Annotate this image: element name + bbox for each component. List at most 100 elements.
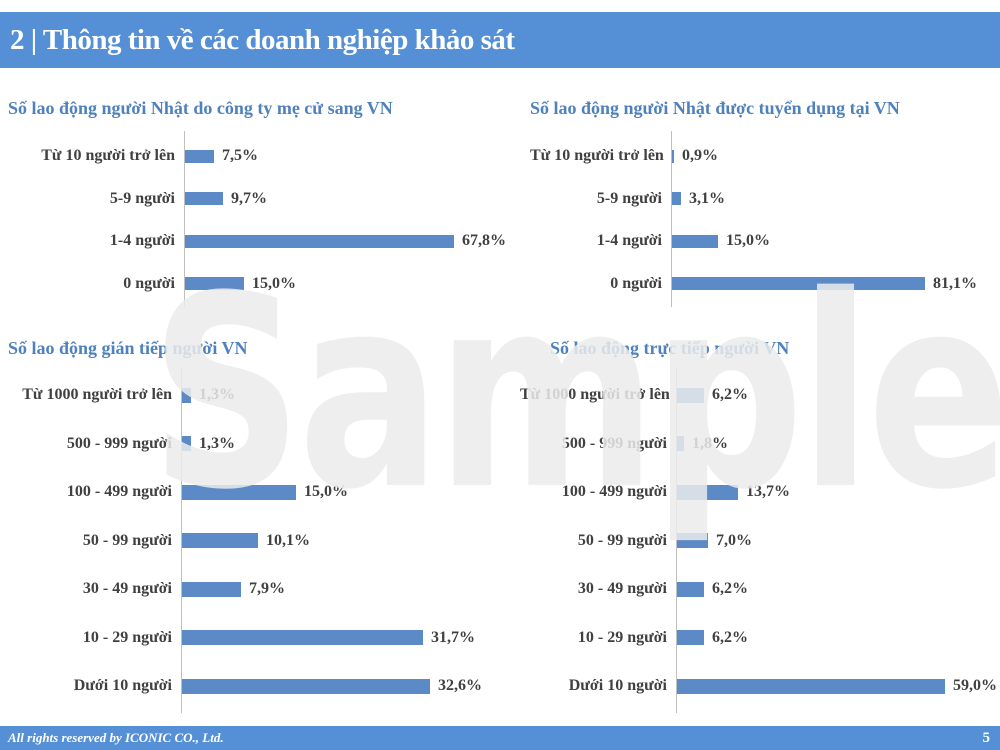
chart-row: 30 - 49 người 6,2% [520,565,998,614]
value-label: 7,9% [249,580,285,598]
bar [676,678,945,694]
bar [184,277,244,291]
category-label: 500 - 999 người [561,434,667,452]
page-number: 5 [982,729,991,746]
category-label: Từ 10 người trở lên [41,147,175,165]
value-label: 67,8% [462,232,506,250]
bar [181,387,191,403]
value-label: 3,1% [689,189,725,207]
value-label: 31,7% [431,628,475,646]
category-label: 100 - 499 người [66,483,172,501]
header-bar: 2 | Thông tin về các doanh nghiệp khảo s… [0,12,1000,68]
category-label: 50 - 99 người [82,531,172,549]
chart-row: 10 - 29 người 31,7% [8,614,510,663]
value-label: 81,1% [933,274,977,292]
chart-title: Số lao động người Nhật do công ty mẹ cử … [8,98,393,118]
bar [184,192,223,206]
category-label: 30 - 49 người [577,580,667,598]
chart-row: 1-4 người 67,8% [8,220,510,263]
bar [181,436,191,452]
bar [676,387,704,403]
value-label: 15,0% [726,232,770,250]
category-label: 500 - 999 người [66,434,172,452]
y-axis-line [181,367,182,713]
chart-title: Số lao động gián tiếp người VN [8,338,248,358]
category-label: 30 - 49 người [82,580,172,598]
category-label: Dưới 10 người [568,677,667,695]
chart-direct-vn-workers: Số lao động trực tiếp người VN Từ 1000 n… [520,332,998,713]
value-label: 15,0% [304,483,348,501]
bar [181,484,296,500]
category-label: 5-9 người [596,189,662,207]
chart-row: 5-9 người 3,1% [530,178,996,221]
chart-japanese-staff-hired-in-vn: Số lao động người Nhật được tuyển dụng t… [530,92,996,307]
chart-title: Số lao động người Nhật được tuyển dụng t… [530,98,900,118]
chart-plot: Từ 1000 người trở lên 1,3% 500 - 999 người… [8,367,510,713]
value-label: 9,7% [231,189,267,207]
chart-row: 100 - 499 người 15,0% [8,468,510,517]
category-label: 0 người [123,274,175,292]
chart-row: 1-4 người 15,0% [530,220,996,263]
y-axis-line [676,367,677,713]
chart-row: Dưới 10 người 59,0% [520,662,998,711]
chart-row: 0 người 81,1% [530,263,996,306]
bar [181,581,241,597]
value-label: 6,2% [712,628,748,646]
y-axis-line [671,131,672,307]
chart-row: 50 - 99 người 10,1% [8,517,510,566]
value-label: 13,7% [746,483,790,501]
chart-plot: Từ 1000 người trở lên 6,2% 500 - 999 người… [520,367,998,713]
chart-row: 0 người 15,0% [8,263,510,306]
bar [676,630,704,646]
bar [184,234,454,248]
bar [671,192,681,206]
value-label: 10,1% [266,531,310,549]
chart-plot: Từ 10 người trở lên 7,5% 5-9 người 9,7% 1-4 … [8,131,510,307]
category-label: 1-4 người [596,232,662,250]
bar [181,533,258,549]
chart-row: Dưới 10 người 32,6% [8,662,510,711]
bar [676,533,708,549]
footer-bar: All rights reserved by ICONIC CO., Ltd. … [0,726,1000,750]
value-label: 1,3% [199,434,235,452]
bar [671,277,925,291]
chart-row: 50 - 99 người 7,0% [520,517,998,566]
category-label: Từ 1000 người trở lên [22,386,172,404]
category-label: Từ 10 người trở lên [530,147,664,165]
chart-row: Từ 10 người trở lên 7,5% [8,135,510,178]
value-label: 7,5% [222,147,258,165]
value-label: 15,0% [252,274,296,292]
chart-row: Từ 1000 người trở lên 1,3% [8,371,510,420]
chart-row: 30 - 49 người 7,9% [8,565,510,614]
value-label: 0,9% [682,147,718,165]
chart-japanese-staff-from-parent-company: Số lao động người Nhật do công ty mẹ cử … [8,92,510,307]
category-label: Từ 1000 người trở lên [520,386,670,404]
bar [676,484,738,500]
chart-row: 500 - 999 người 1,3% [8,420,510,469]
category-label: 5-9 người [109,189,175,207]
chart-title: Số lao động trực tiếp người VN [550,338,790,358]
bar [671,149,674,163]
category-label: 0 người [610,274,662,292]
slide-title: 2 | Thông tin về các doanh nghiệp khảo s… [10,23,515,56]
footer-copyright: All rights reserved by ICONIC CO., Ltd. [8,730,224,745]
value-label: 1,8% [692,434,728,452]
value-label: 1,3% [199,386,235,404]
bar [181,678,430,694]
category-label: Dưới 10 người [73,677,172,695]
chart-plot: Từ 10 người trở lên 0,9% 5-9 người 3,1% 1-4 … [530,131,996,307]
chart-indirect-vn-workers: Số lao động gián tiếp người VN Từ 1000 n… [8,332,510,713]
value-label: 6,2% [712,580,748,598]
value-label: 59,0% [953,677,997,695]
value-label: 7,0% [716,531,752,549]
bar [181,630,423,646]
category-label: 10 - 29 người [82,628,172,646]
chart-row: 10 - 29 người 6,2% [520,614,998,663]
bar [671,234,718,248]
y-axis-line [184,131,185,307]
chart-row: 500 - 999 người 1,8% [520,420,998,469]
value-label: 32,6% [438,677,482,695]
category-label: 100 - 499 người [561,483,667,501]
chart-row: 5-9 người 9,7% [8,178,510,221]
